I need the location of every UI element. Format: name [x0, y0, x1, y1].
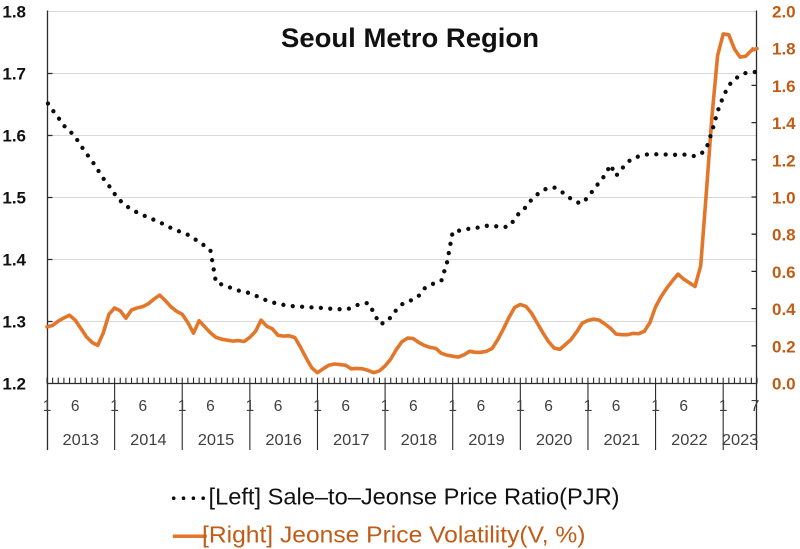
svg-text:2018: 2018 [401, 432, 438, 449]
svg-text:2017: 2017 [333, 432, 370, 449]
svg-text:0.6: 0.6 [772, 263, 796, 282]
svg-text:1: 1 [110, 398, 119, 415]
svg-text:2015: 2015 [198, 432, 235, 449]
svg-text:1.5: 1.5 [2, 189, 26, 208]
svg-text:1: 1 [381, 398, 390, 415]
svg-text:6: 6 [409, 398, 418, 415]
svg-text:1.8: 1.8 [2, 3, 26, 22]
svg-text:6: 6 [206, 398, 215, 415]
svg-text:1: 1 [178, 398, 187, 415]
svg-text:1.2: 1.2 [772, 151, 796, 170]
svg-text:6: 6 [341, 398, 350, 415]
svg-text:7: 7 [751, 398, 760, 415]
svg-text:2013: 2013 [63, 432, 100, 449]
svg-text:2023: 2023 [722, 432, 759, 449]
svg-text:1.4: 1.4 [2, 251, 26, 270]
svg-text:1: 1 [584, 398, 593, 415]
svg-text:6: 6 [477, 398, 486, 415]
svg-text:1: 1 [448, 398, 457, 415]
svg-text:1.3: 1.3 [2, 313, 26, 332]
svg-text:2020: 2020 [536, 432, 573, 449]
svg-text:6: 6 [679, 398, 688, 415]
svg-text:Seoul Metro Region: Seoul Metro Region [281, 23, 539, 53]
svg-text:2.0: 2.0 [772, 3, 796, 22]
svg-text:6: 6 [612, 398, 621, 415]
svg-text:6: 6 [274, 398, 283, 415]
svg-text:[Right] Jeonse Price Volatilit: [Right] Jeonse Price Volatility(V, %) [202, 522, 586, 548]
svg-text:0.2: 0.2 [772, 337, 796, 356]
svg-text:2022: 2022 [671, 432, 708, 449]
svg-text:1.8: 1.8 [772, 40, 796, 59]
svg-text:0.0: 0.0 [772, 375, 796, 394]
svg-text:1.6: 1.6 [772, 77, 796, 96]
svg-text:1: 1 [719, 398, 728, 415]
svg-text:6: 6 [544, 398, 553, 415]
svg-text:2016: 2016 [265, 432, 302, 449]
svg-text:1.6: 1.6 [2, 127, 26, 146]
svg-text:2014: 2014 [130, 432, 167, 449]
svg-text:1.2: 1.2 [2, 375, 26, 394]
svg-text:[Left] Sale–to–Jeonse Price Ra: [Left] Sale–to–Jeonse Price Ratio(PJR) [209, 484, 620, 510]
svg-text:1.4: 1.4 [772, 114, 796, 133]
svg-text:1: 1 [313, 398, 322, 415]
svg-text:2021: 2021 [604, 432, 641, 449]
svg-text:0.8: 0.8 [772, 226, 796, 245]
svg-text:0.4: 0.4 [772, 300, 796, 319]
svg-text:2019: 2019 [468, 432, 505, 449]
svg-text:1: 1 [246, 398, 255, 415]
svg-text:1: 1 [43, 398, 52, 415]
svg-text:1: 1 [651, 398, 660, 415]
svg-text:1: 1 [516, 398, 525, 415]
svg-text:1.0: 1.0 [772, 189, 796, 208]
svg-text:1.7: 1.7 [2, 65, 26, 84]
svg-text:6: 6 [71, 398, 80, 415]
svg-text:6: 6 [138, 398, 147, 415]
